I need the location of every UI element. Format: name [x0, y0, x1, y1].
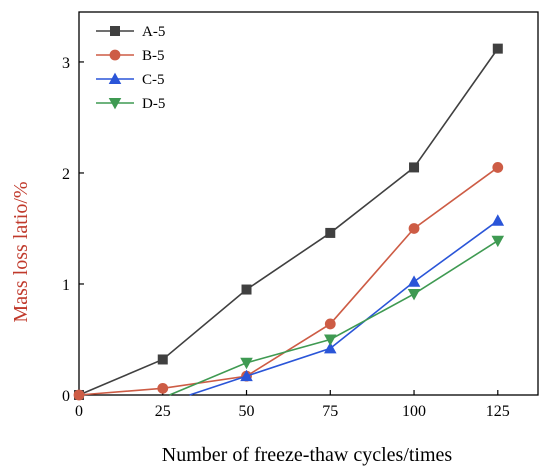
x-tick-label: 125: [486, 403, 510, 420]
data-point-marker: [492, 43, 503, 54]
x-tick-label: 0: [75, 403, 83, 420]
legend-marker: [109, 49, 121, 61]
y-tick-label: 0: [62, 388, 70, 405]
x-tick-label: 50: [239, 403, 255, 420]
data-point-marker: [491, 235, 505, 248]
legend-label: C-5: [142, 72, 165, 88]
plot-area-frame: [78, 11, 539, 396]
legend-marker: [108, 98, 122, 110]
data-point-marker: [492, 162, 504, 173]
series-b-5: [73, 162, 504, 401]
legend-item: A-5: [96, 24, 165, 40]
data-point-marker: [325, 227, 336, 238]
legend-label: D-5: [142, 96, 165, 112]
data-point-marker: [407, 275, 421, 287]
legend-marker: [108, 72, 122, 84]
data-point-marker: [409, 162, 420, 173]
data-point-marker: [491, 214, 505, 226]
data-point-marker: [324, 334, 337, 346]
legend-item: B-5: [96, 48, 165, 64]
legend-marker: [110, 25, 121, 36]
x-tick-label: 25: [155, 403, 171, 420]
y-tick-label: 2: [62, 166, 70, 183]
data-point-marker: [241, 284, 252, 295]
data-point-marker: [408, 223, 420, 234]
series-line: [169, 240, 499, 396]
data-point-marker: [240, 357, 253, 370]
legend-item: D-5: [96, 96, 165, 112]
legend-label: A-5: [142, 24, 165, 40]
legend-label: B-5: [142, 48, 165, 64]
data-point-marker: [73, 389, 85, 401]
x-tick-label: 100: [402, 403, 426, 420]
y-tick-label: 3: [62, 55, 70, 72]
data-point-marker: [157, 354, 168, 365]
series-a-5: [74, 43, 503, 400]
data-point-marker: [157, 382, 169, 394]
legend-item: C-5: [96, 72, 165, 88]
y-axis-title: Mass loss latio/%: [10, 181, 32, 322]
data-point-marker: [324, 318, 336, 330]
series-line: [78, 48, 499, 396]
data-point-marker: [324, 341, 337, 354]
data-point-marker: [407, 288, 421, 301]
x-tick-label: 75: [322, 403, 338, 420]
data-point-marker: [240, 369, 253, 382]
series-line: [78, 166, 499, 396]
y-tick-label: 1: [62, 277, 70, 294]
series-c-5: [189, 214, 505, 396]
x-axis-title: Number of freeze-thaw cycles/times: [162, 444, 453, 466]
series-d-5: [169, 235, 505, 396]
